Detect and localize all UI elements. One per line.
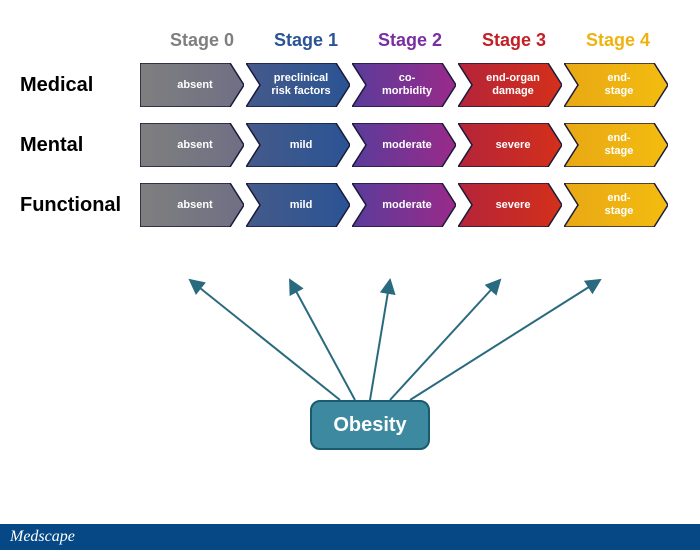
chevron-strip: absent mild moderate severe [140,183,670,227]
row-label: Mental [20,134,140,157]
stage-headers: Stage 0 Stage 1 Stage 2 Stage 3 Stage 4 [150,30,680,51]
chevron-strip: absent mild moderate severe [140,123,670,167]
chevron-strip: absent preclinicalrisk factors co-morbid… [140,63,670,107]
chevron-label: co-morbidity [368,72,440,97]
stage-header-2: Stage 2 [358,30,462,51]
row-functional: Functional absent mild moderate [20,183,680,227]
chevron-stage-3: severe [458,123,562,167]
row-label: Medical [20,74,140,97]
footer-bar: Medscape [0,524,700,550]
chevron-stage-0: absent [140,123,244,167]
chevron-stage-3: severe [458,183,562,227]
chevron-stage-3: end-organdamage [458,63,562,107]
chevron-label: mild [276,139,321,152]
stage-header-0: Stage 0 [150,30,254,51]
chevron-label: preclinicalrisk factors [257,72,338,97]
chevron-stage-2: moderate [352,123,456,167]
chevron-stage-4: end-stage [564,63,668,107]
chevron-label: end-stage [591,72,642,97]
chevron-stage-4: end-stage [564,183,668,227]
chevron-stage-0: absent [140,183,244,227]
stage-header-4: Stage 4 [566,30,670,51]
obesity-box: Obesity [310,400,430,450]
stage-header-1: Stage 1 [254,30,358,51]
chevron-label: absent [163,79,220,92]
stage-header-3: Stage 3 [462,30,566,51]
chevron-stage-2: moderate [352,183,456,227]
chevron-label: absent [163,139,220,152]
row-label: Functional [20,194,140,217]
chevron-label: end-organdamage [472,72,548,97]
chevron-label: severe [482,139,539,152]
row-medical: Medical absent preclinicalrisk factors c… [20,63,680,107]
chevron-label: moderate [368,199,440,212]
staging-diagram: Stage 0 Stage 1 Stage 2 Stage 3 Stage 4 … [0,0,700,524]
chevron-stage-1: mild [246,123,350,167]
row-mental: Mental absent mild moderate [20,123,680,167]
chevron-stage-1: preclinicalrisk factors [246,63,350,107]
chevron-label: end-stage [591,192,642,217]
chevron-label: severe [482,199,539,212]
obesity-label: Obesity [333,414,406,437]
chevron-label: moderate [368,139,440,152]
chevron-stage-1: mild [246,183,350,227]
chevron-stage-4: end-stage [564,123,668,167]
chevron-label: absent [163,199,220,212]
chevron-stage-0: absent [140,63,244,107]
footer-logo-text: Medscape [10,528,75,546]
chevron-label: end-stage [591,132,642,157]
rows-container: Medical absent preclinicalrisk factors c… [20,63,680,227]
chevron-stage-2: co-morbidity [352,63,456,107]
chevron-label: mild [276,199,321,212]
